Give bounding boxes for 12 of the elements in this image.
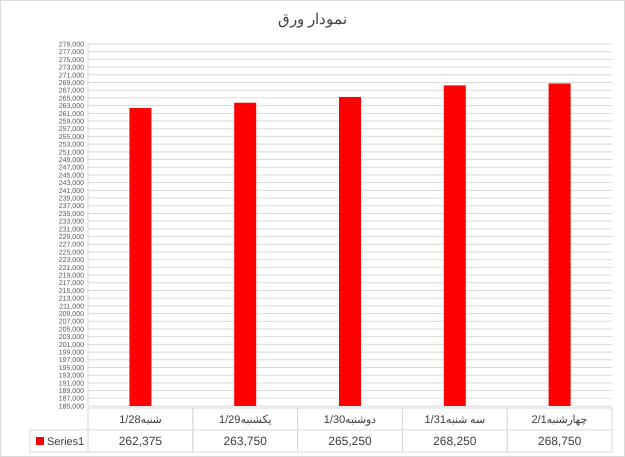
- data-label: 262,375: [118, 434, 162, 448]
- chart-title: نمودار ورق: [278, 11, 348, 28]
- x-tick-label: شنبه1/28: [119, 414, 162, 426]
- x-tick-label: چهارشنبه2/1: [531, 414, 588, 426]
- data-label: 268,750: [538, 434, 582, 448]
- x-tick-label: سه شنبه1/31: [424, 414, 486, 426]
- legend-label: Series1: [47, 436, 84, 448]
- data-label: 263,750: [224, 434, 268, 448]
- x-tick-label: دوشنبه1/30: [324, 414, 376, 426]
- data-label: 265,250: [328, 434, 372, 448]
- x-tick-label: یکشنبه1/29: [218, 414, 272, 426]
- data-label: 268,250: [433, 434, 477, 448]
